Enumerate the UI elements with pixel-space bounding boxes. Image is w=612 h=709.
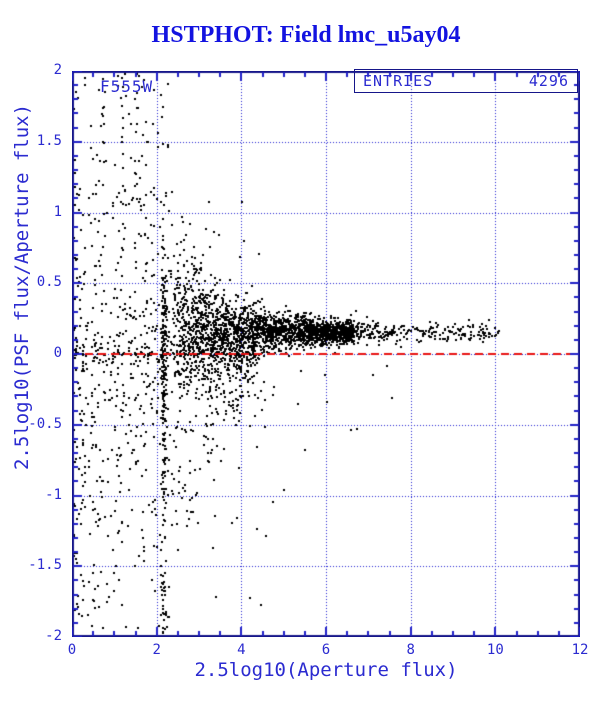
y-tick-label: -1 [45,486,62,503]
y-tick-label: 1 [53,203,62,220]
x-tick-label: 4 [237,642,246,658]
x-tick-label: 0 [67,642,77,658]
x-tick-label: 2 [152,642,161,658]
entries-label: ENTRIES [363,72,434,90]
x-tick-label: 12 [571,642,589,658]
x-tick-label: 10 [486,642,504,658]
y-tick-label: 2 [53,62,62,78]
entries-box: ENTRIES 4296 [354,69,578,93]
scatter-plot-canvas [72,71,580,637]
filter-label: F555W [100,77,154,96]
x-tick-label: 6 [321,642,331,658]
y-tick-label: -2 [45,628,62,644]
page-title: HSTPHOT: Field lmc_u5ay04 [151,22,461,48]
x-tick-label: 8 [406,642,415,658]
y-tick-label: -0.5 [28,415,62,432]
y-tick-label: 0 [53,345,62,361]
entries-value: 4296 [528,72,569,90]
x-axis-label: 2.5log10(Aperture flux) [194,659,458,681]
y-tick-label: -1.5 [28,557,62,574]
y-tick-label: 1.5 [36,132,62,149]
y-tick-label: 0.5 [36,274,62,291]
